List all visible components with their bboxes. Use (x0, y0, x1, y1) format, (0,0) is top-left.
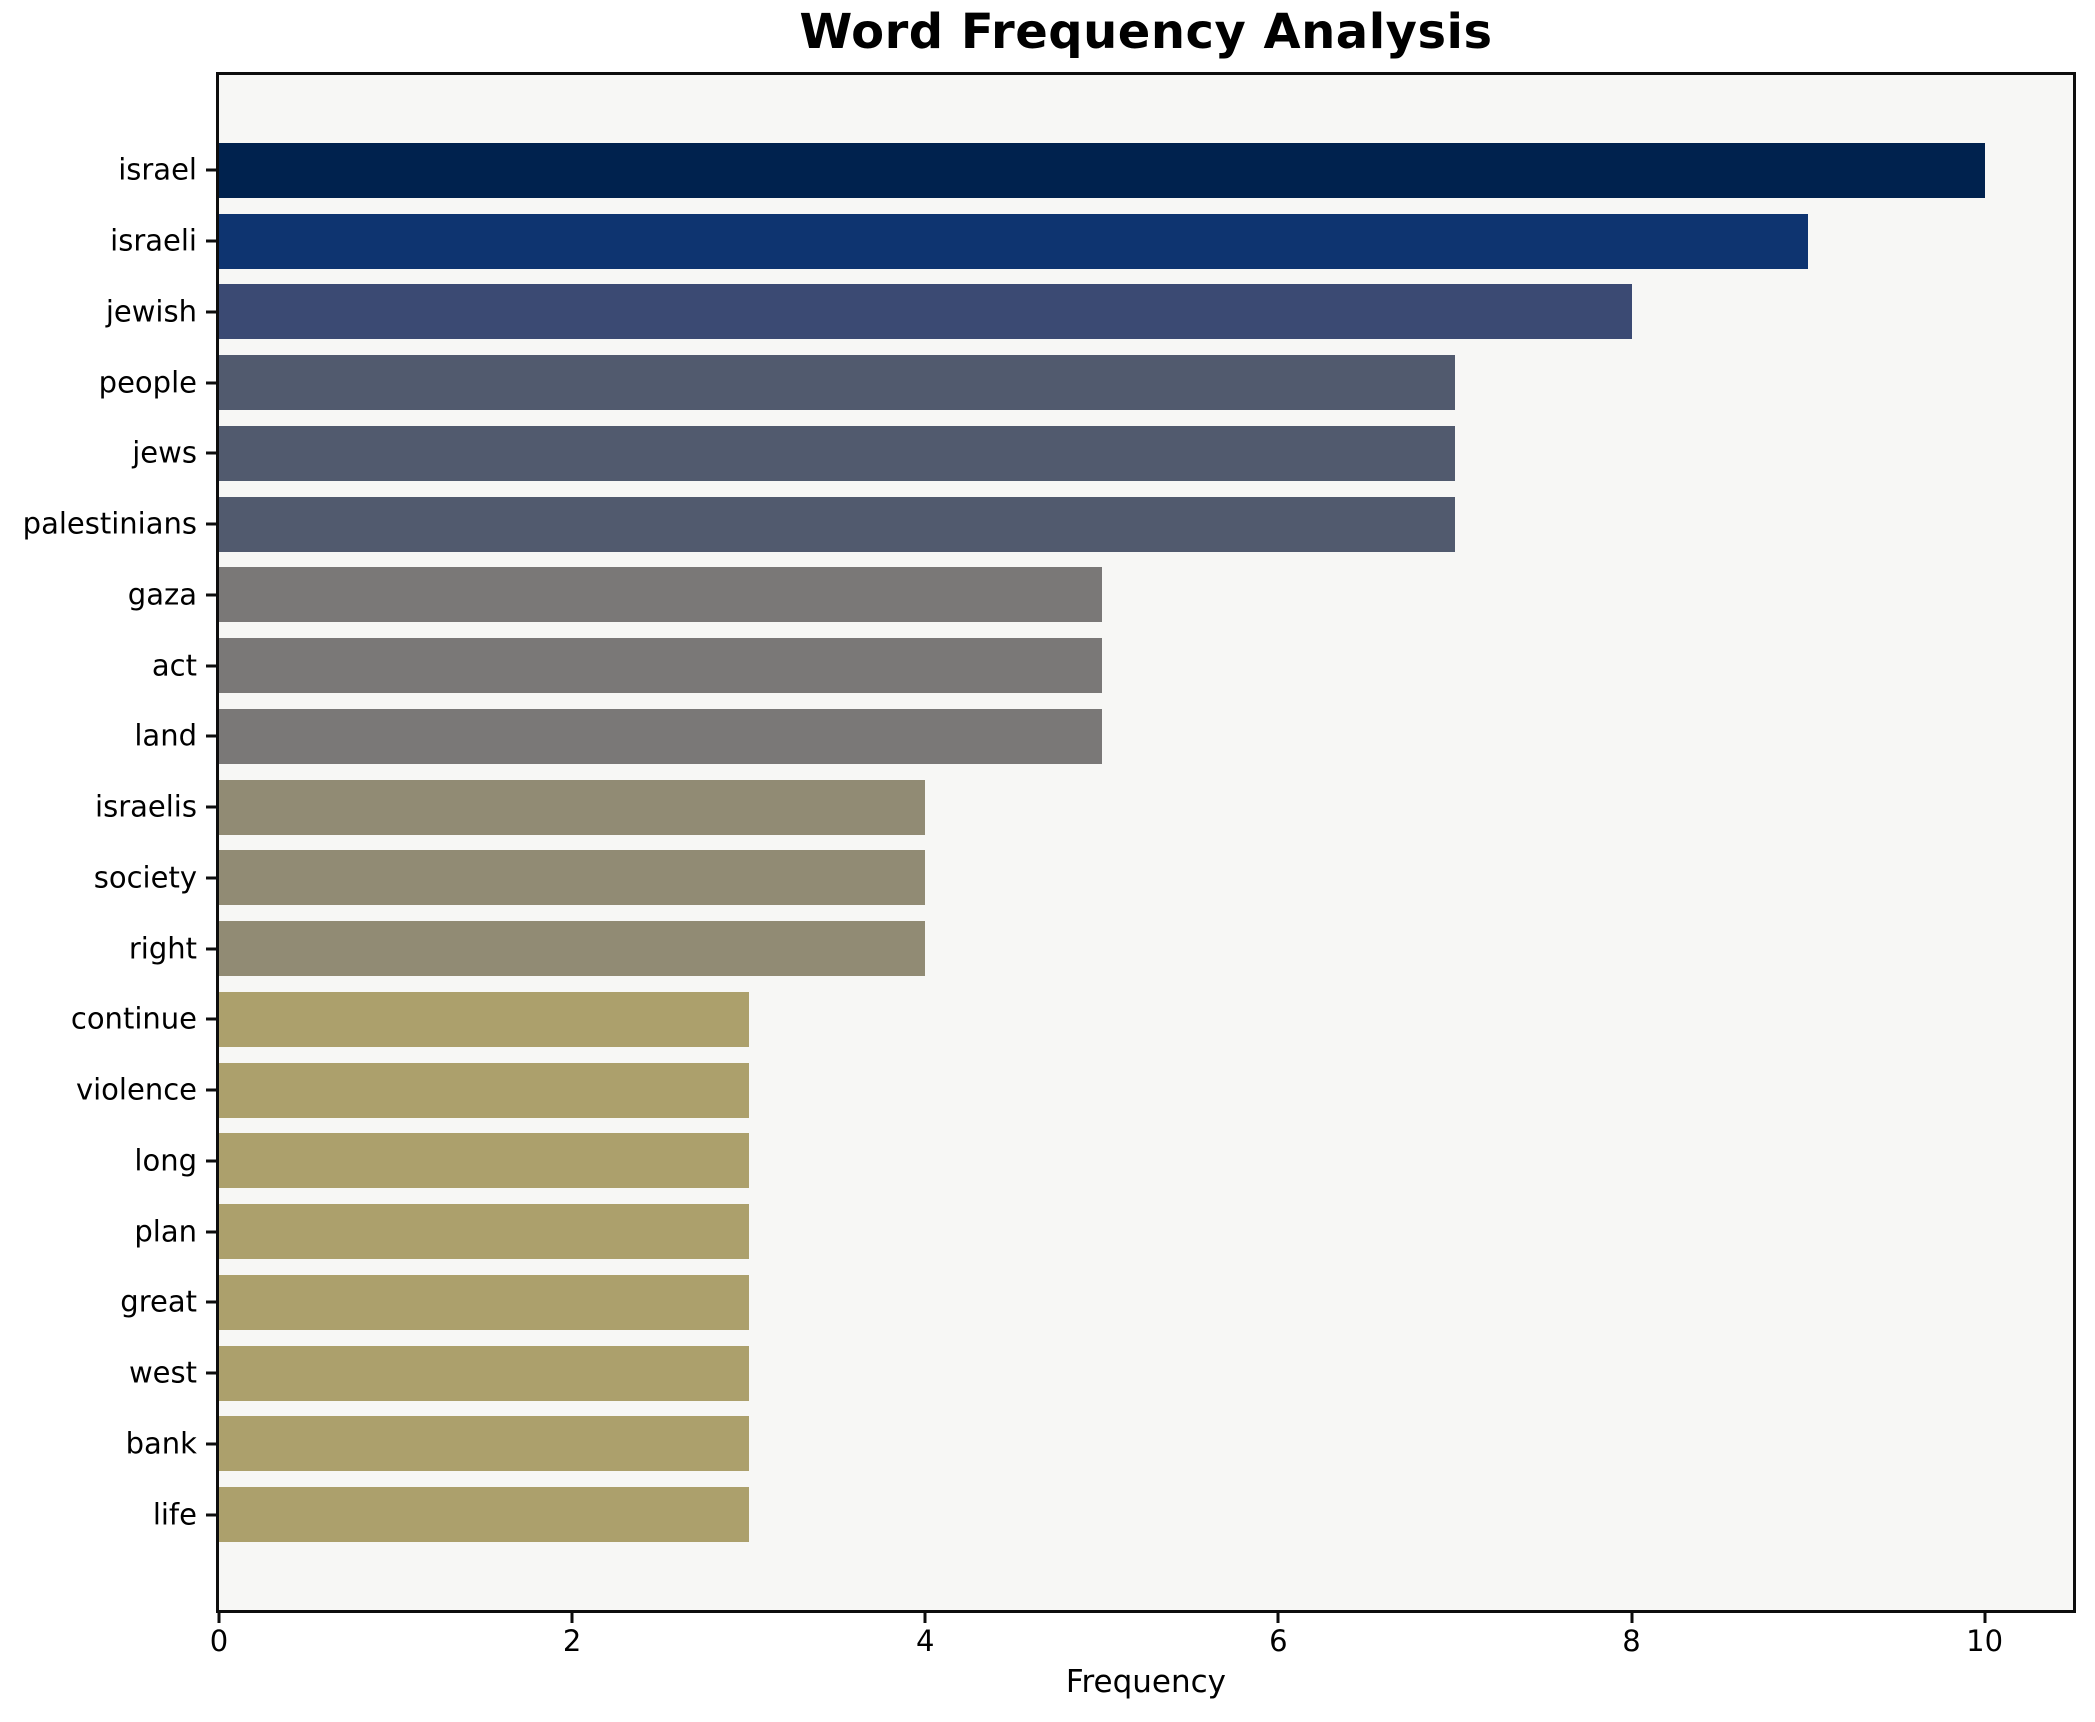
bar-row: right (129, 913, 2073, 984)
y-tick-mark (205, 805, 219, 809)
bar-row: plan (134, 1196, 2073, 1267)
y-tick-mark (205, 1017, 219, 1021)
bar-row: jews (132, 418, 2073, 489)
y-axis-label: west (128, 1355, 197, 1390)
x-tick-label: 4 (916, 1623, 935, 1658)
y-tick-mark (205, 734, 219, 738)
y-tick-mark (205, 593, 219, 597)
frequency-bar (218, 355, 1455, 411)
bar-row: long (134, 1125, 2073, 1196)
y-axis-label: israelis (95, 789, 197, 824)
y-axis-label: long (134, 1143, 197, 1178)
bar-row: land (134, 701, 2073, 772)
bar-row: act (152, 630, 2073, 701)
y-axis-label: violence (75, 1072, 197, 1107)
y-axis-label: palestinians (22, 506, 197, 541)
bar-row: continue (71, 984, 2073, 1055)
x-tick-label: 8 (1622, 1623, 1641, 1658)
y-tick-mark (205, 1230, 219, 1234)
frequency-bar (218, 284, 1632, 340)
bar-row: jewish (106, 276, 2073, 347)
y-tick-mark (205, 1371, 219, 1375)
frequency-bar (218, 850, 926, 906)
frequency-bar (218, 142, 1985, 198)
frequency-bar (218, 638, 1102, 694)
y-tick-mark (205, 1442, 219, 1446)
bar-row: israel (118, 135, 2073, 206)
y-axis-label: jews (132, 435, 197, 470)
x-tick-mark (570, 1609, 574, 1623)
x-tick-mark (1630, 1609, 1633, 1623)
bar-row: israeli (110, 206, 2073, 277)
y-axis-label: israel (118, 152, 197, 187)
y-axis-label: bank (125, 1426, 197, 1461)
frequency-bar (218, 779, 926, 835)
x-axis: 0 2 4 6 8 10 (210, 75, 2073, 1655)
frequency-bar (218, 567, 1102, 623)
y-tick-mark (205, 310, 219, 314)
y-axis-label: society (93, 860, 197, 895)
chart-title: Word Frequency Analysis (799, 4, 1493, 60)
bar-row: palestinians (23, 489, 2073, 560)
y-tick-mark (205, 1300, 219, 1304)
y-axis-label: plan (134, 1214, 197, 1249)
frequency-bar (218, 496, 1455, 552)
frequency-bar (218, 1416, 749, 1472)
frequency-bar (218, 1487, 749, 1543)
y-tick-mark (205, 522, 219, 526)
y-axis-label: israeli (110, 223, 197, 258)
frequency-bar (218, 1133, 749, 1189)
x-tick-label: 10 (1966, 1623, 2004, 1658)
bar-row: gaza (128, 559, 2073, 630)
x-tick-mark (923, 1609, 927, 1623)
frequency-bar (218, 708, 1102, 764)
x-tick-mark (1983, 1609, 1987, 1623)
frequency-bar (218, 425, 1455, 481)
y-axis-label: act (151, 648, 197, 683)
y-tick-mark (205, 876, 219, 880)
frequency-bar (218, 213, 1809, 269)
bar-row: people (99, 347, 2073, 418)
bar-row: violence (76, 1055, 2073, 1126)
y-axis-label: life (152, 1497, 197, 1532)
frequency-bar (218, 1062, 749, 1118)
frequency-bar (218, 1345, 749, 1401)
y-axis-label: continue (70, 1001, 197, 1036)
y-tick-mark (205, 1088, 219, 1092)
y-axis-label: great (120, 1284, 197, 1319)
bar-row: society (94, 842, 2073, 913)
bar-row: west (129, 1338, 2073, 1409)
plot-area: israel israeli jewish people jews palestinian… (23, 71, 2076, 1655)
y-tick-mark (205, 239, 219, 243)
x-tick-mark (217, 1609, 221, 1623)
y-tick-mark (205, 451, 219, 455)
x-tick-label: 0 (209, 1623, 229, 1658)
bar-rows-container: israel israeli jewish people jews palestinian… (23, 75, 2073, 1610)
y-tick-mark (205, 947, 219, 951)
y-tick-mark (205, 381, 219, 385)
x-tick-label: 2 (562, 1623, 582, 1658)
frequency-bar (218, 921, 926, 977)
bar-row: bank (126, 1408, 2073, 1479)
frequency-bar (218, 1274, 749, 1330)
frequency-bar (218, 1204, 749, 1260)
bar-row: life (153, 1479, 2073, 1550)
y-axis-label: people (98, 365, 197, 400)
bar-row: great (120, 1267, 2073, 1338)
frequency-bar (218, 991, 749, 1047)
y-tick-mark (205, 168, 219, 172)
y-axis-label: right (128, 931, 197, 966)
y-axis-label: jewish (105, 294, 197, 329)
y-axis-label: gaza (127, 577, 197, 612)
x-tick-label: 6 (1269, 1623, 1288, 1658)
y-tick-mark (205, 1159, 219, 1163)
x-axis-title: Frequency (1065, 1664, 1227, 1700)
x-tick-mark (1276, 1609, 1280, 1623)
y-tick-mark (205, 1513, 219, 1517)
y-tick-mark (205, 664, 219, 668)
y-axis-label: land (134, 718, 197, 753)
bar-row: israelis (95, 772, 2073, 843)
